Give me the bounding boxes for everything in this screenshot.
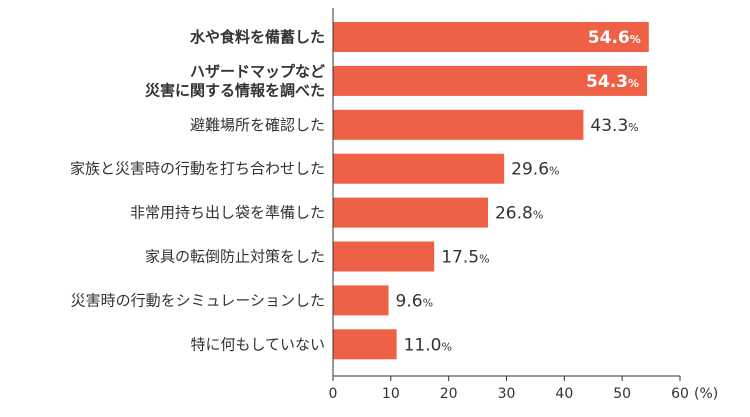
- value-unit-4: %: [533, 209, 543, 222]
- x-tick-label-6: 60: [671, 386, 689, 402]
- bar-6: [333, 285, 389, 316]
- value-label-3: 29.6%: [511, 160, 559, 180]
- value-unit-7: %: [441, 340, 451, 353]
- value-number-7: 11.0: [404, 335, 442, 355]
- value-unit-2: %: [628, 121, 638, 134]
- value-label-2: 43.3%: [590, 116, 638, 136]
- x-tick-label-3: 30: [498, 386, 516, 402]
- value-label-5: 17.5%: [441, 248, 489, 268]
- value-labels: 54.6%54.3%43.3%29.6%26.8%17.5%9.6%11.0%: [396, 28, 641, 355]
- x-axis-unit: (%): [694, 386, 718, 402]
- value-number-1: 54.3: [586, 72, 628, 92]
- value-number-6: 9.6: [396, 291, 423, 311]
- category-label-2: 避難場所を確認した: [190, 116, 325, 134]
- value-label-0: 54.6%: [588, 28, 641, 48]
- value-unit-0: %: [630, 33, 641, 46]
- category-label-6: 災害時の行動をシミュレーションした: [71, 291, 325, 309]
- bar-2: [333, 109, 584, 140]
- value-unit-6: %: [423, 296, 433, 309]
- bar-4: [333, 197, 488, 228]
- value-unit-1: %: [628, 77, 639, 90]
- category-label-7: 特に何もしていない: [190, 335, 325, 353]
- bar-7: [333, 329, 397, 360]
- category-label-0: 水や食料を備蓄した: [190, 28, 325, 46]
- value-label-1: 54.3%: [586, 72, 639, 92]
- value-number-3: 29.6: [511, 160, 549, 180]
- bar-5: [333, 241, 435, 272]
- category-label-1-line-0: ハザードマップなど: [190, 62, 325, 80]
- x-tick-label-2: 20: [440, 386, 458, 402]
- value-number-2: 43.3: [590, 116, 628, 136]
- value-unit-5: %: [479, 253, 489, 266]
- x-tick-label-5: 50: [613, 386, 631, 402]
- bar-3: [333, 153, 505, 184]
- bars-group: [333, 22, 649, 360]
- bar-1: [333, 65, 648, 96]
- bar-0: [333, 22, 649, 52]
- x-tick-label-4: 40: [555, 386, 573, 402]
- value-number-0: 54.6: [588, 28, 630, 48]
- category-label-5: 家具の転倒防止対策をした: [145, 248, 325, 266]
- value-label-4: 26.8%: [495, 204, 543, 224]
- category-labels: 水や食料を備蓄したハザードマップなど災害に関する情報を調べた避難場所を確認した家…: [70, 28, 325, 353]
- value-label-6: 9.6%: [396, 291, 434, 311]
- value-unit-3: %: [549, 165, 559, 178]
- category-label-3: 家族と災害時の行動を打ち合わせした: [70, 160, 325, 178]
- category-label-1-line-1: 災害に関する情報を調べた: [145, 81, 325, 99]
- value-number-5: 17.5: [441, 248, 479, 268]
- x-axis-ticks: 0 10 20 30 40 50 60: [329, 376, 689, 402]
- x-tick-label-0: 0: [329, 386, 338, 402]
- category-label-4: 非常用持ち出し袋を準備した: [130, 204, 325, 222]
- value-label-7: 11.0%: [404, 335, 452, 355]
- x-tick-label-1: 10: [382, 386, 400, 402]
- value-number-4: 26.8: [495, 204, 533, 224]
